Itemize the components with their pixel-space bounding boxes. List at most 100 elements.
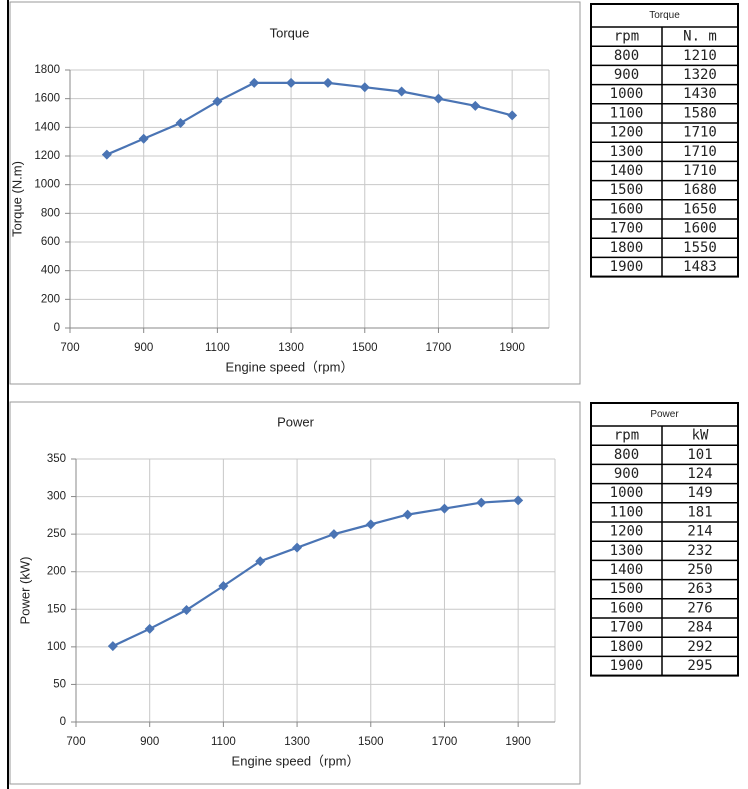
table-cell: 1710 bbox=[683, 125, 717, 141]
y-tick-label: 0 bbox=[60, 716, 66, 728]
table-cell: 263 bbox=[687, 581, 712, 597]
table-cell: 276 bbox=[687, 600, 712, 616]
table-cell: 1400 bbox=[610, 562, 644, 578]
y-tick-label: 200 bbox=[41, 293, 60, 305]
data-point bbox=[138, 133, 149, 144]
x-tick-label: 1500 bbox=[352, 342, 378, 354]
y-tick-label: 1600 bbox=[34, 93, 60, 105]
data-point bbox=[513, 495, 524, 506]
table-cell: 250 bbox=[687, 562, 712, 578]
table-cell: 800 bbox=[614, 447, 639, 463]
table-cell: 1710 bbox=[683, 163, 717, 179]
table-header: kW bbox=[692, 428, 709, 444]
data-point bbox=[476, 497, 487, 508]
table-cell: 1700 bbox=[610, 221, 644, 237]
x-tick-label: 700 bbox=[66, 736, 85, 748]
x-axis-label: Engine speed（rpm） bbox=[226, 359, 354, 374]
table-cell: 1900 bbox=[610, 658, 644, 674]
x-tick-label: 1900 bbox=[499, 342, 525, 354]
data-point bbox=[507, 110, 518, 121]
x-tick-label: 900 bbox=[140, 736, 159, 748]
table-cell: 292 bbox=[687, 639, 712, 655]
table-cell: 800 bbox=[614, 48, 639, 64]
data-point bbox=[322, 77, 333, 88]
table-cell: 1430 bbox=[683, 86, 717, 102]
data-point bbox=[249, 77, 260, 88]
x-tick-label: 1500 bbox=[358, 736, 384, 748]
data-point bbox=[470, 100, 481, 111]
table-frame bbox=[590, 3, 739, 278]
x-tick-label: 1700 bbox=[432, 736, 458, 748]
table-cell: 1710 bbox=[683, 144, 717, 160]
data-point bbox=[396, 86, 407, 97]
y-tick-label: 1800 bbox=[34, 64, 60, 76]
x-axis-label: Engine speed（rpm） bbox=[232, 753, 360, 768]
y-axis-label: Power (kW) bbox=[17, 557, 32, 625]
data-point bbox=[359, 82, 370, 93]
series-line bbox=[106, 81, 513, 156]
x-tick-label: 1900 bbox=[505, 736, 531, 748]
table-title: Torque bbox=[649, 10, 680, 21]
x-tick-label: 1100 bbox=[205, 342, 230, 354]
data-point bbox=[255, 556, 266, 567]
table-cell: 124 bbox=[687, 466, 712, 482]
table-cell: 1300 bbox=[610, 543, 644, 559]
y-tick-label: 0 bbox=[54, 322, 60, 334]
data-point bbox=[439, 503, 450, 514]
y-tick-label: 250 bbox=[47, 528, 66, 540]
data-point bbox=[144, 623, 155, 634]
y-tick-label: 600 bbox=[41, 236, 60, 248]
table-cell: 1900 bbox=[610, 259, 644, 275]
table-cell: 900 bbox=[614, 67, 639, 83]
series-line bbox=[112, 499, 519, 648]
y-axis-label: Torque (N.m) bbox=[9, 161, 24, 237]
table-header: rpm bbox=[614, 29, 639, 45]
table-cell: 1550 bbox=[683, 240, 717, 256]
y-tick-label: 50 bbox=[53, 678, 66, 690]
data-point bbox=[175, 118, 186, 129]
chart-title: Torque bbox=[270, 25, 310, 40]
table-cell: 1483 bbox=[683, 259, 717, 275]
data-point bbox=[212, 96, 223, 107]
data-point bbox=[402, 509, 413, 520]
x-tick-label: 1700 bbox=[426, 342, 452, 354]
data-point bbox=[433, 93, 444, 104]
table-cell: 1600 bbox=[610, 201, 644, 217]
table-cell: 1000 bbox=[610, 86, 644, 102]
data-point bbox=[107, 641, 118, 652]
table-cell: 214 bbox=[687, 524, 712, 540]
table-cell: 1320 bbox=[683, 67, 717, 83]
y-tick-label: 400 bbox=[41, 265, 60, 277]
x-tick-label: 1300 bbox=[278, 342, 304, 354]
table-cell: 1680 bbox=[683, 182, 717, 198]
data-point bbox=[365, 519, 376, 530]
table-cell: 1800 bbox=[610, 240, 644, 256]
data-point bbox=[181, 605, 192, 616]
table-cell: 1800 bbox=[610, 639, 644, 655]
table-cell: 149 bbox=[687, 485, 712, 501]
chart-frame bbox=[9, 401, 581, 785]
x-tick-label: 700 bbox=[60, 342, 79, 354]
data-point bbox=[286, 77, 297, 88]
table-cell: 1200 bbox=[610, 125, 644, 141]
table-header: rpm bbox=[614, 428, 639, 444]
data-point bbox=[292, 542, 303, 553]
table-cell: 1580 bbox=[683, 105, 717, 121]
table-cell: 1500 bbox=[610, 581, 644, 597]
table-title: Power bbox=[650, 409, 679, 420]
table-cell: 181 bbox=[687, 504, 712, 520]
table-cell: 1400 bbox=[610, 163, 644, 179]
y-tick-label: 100 bbox=[47, 641, 66, 653]
table-cell: 1600 bbox=[683, 221, 717, 237]
table-cell: 1210 bbox=[683, 48, 717, 64]
y-tick-label: 350 bbox=[47, 453, 66, 465]
table-cell: 101 bbox=[687, 447, 712, 463]
table-cell: 1100 bbox=[610, 504, 644, 520]
y-tick-label: 800 bbox=[41, 207, 60, 219]
table-cell: 1100 bbox=[610, 105, 644, 121]
y-tick-label: 1000 bbox=[34, 179, 60, 191]
y-tick-label: 1400 bbox=[34, 121, 60, 133]
y-tick-label: 300 bbox=[47, 491, 66, 503]
table-cell: 1500 bbox=[610, 182, 644, 198]
